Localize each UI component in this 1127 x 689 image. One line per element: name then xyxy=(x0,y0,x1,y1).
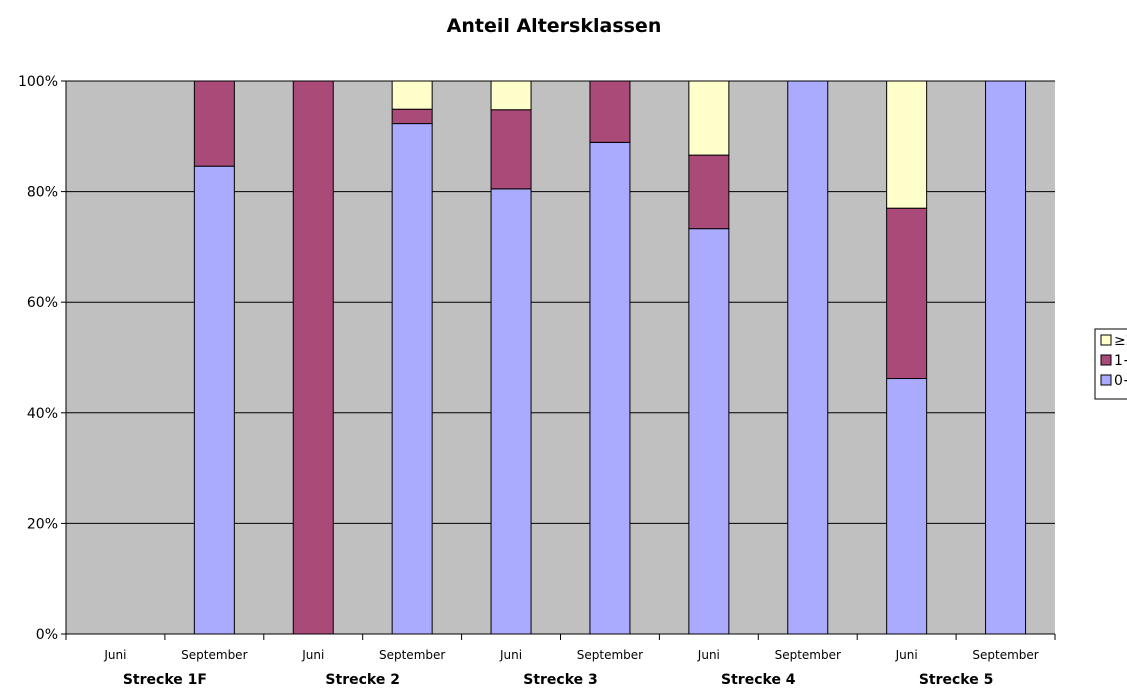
bar-segment-≥2+ xyxy=(490,80,532,111)
y-tick-label: 100% xyxy=(18,74,58,90)
x-tick-label: September xyxy=(577,648,643,662)
y-tick-label: 0% xyxy=(36,627,58,643)
y-tick-label: 80% xyxy=(27,185,58,201)
x-tick-label: September xyxy=(181,648,247,662)
bar-segment-1+ xyxy=(886,207,928,380)
x-tick-label: September xyxy=(379,648,445,662)
bar-segment-1+ xyxy=(292,80,334,635)
y-tick-label: 40% xyxy=(27,406,58,422)
bar-segment-≥2+ xyxy=(391,80,433,110)
group-label: Strecke 4 xyxy=(721,672,796,688)
group-label: Strecke 1F xyxy=(123,672,207,688)
bar-segment-0+ xyxy=(688,228,730,635)
y-tick-label: 20% xyxy=(27,516,58,532)
bar-segment-0+ xyxy=(886,378,928,635)
legend-label: 0+ xyxy=(1114,373,1127,389)
bar-segment-0+ xyxy=(193,165,235,635)
legend-swatch xyxy=(1100,354,1112,366)
bar-segment-1+ xyxy=(391,108,433,125)
bar-segment-0+ xyxy=(985,80,1027,635)
x-tick-label: Juni xyxy=(301,648,324,662)
group-label: Strecke 2 xyxy=(325,672,400,688)
x-tick-label: Juni xyxy=(697,648,720,662)
x-tick-label: Juni xyxy=(103,648,126,662)
x-tick-label: Juni xyxy=(499,648,522,662)
bar-segment-1+ xyxy=(688,154,730,230)
bar-segment-1+ xyxy=(589,80,631,143)
x-tick-label: Juni xyxy=(895,648,918,662)
legend-swatch xyxy=(1100,334,1112,346)
legend-swatch xyxy=(1100,374,1112,386)
bar-segment-1+ xyxy=(193,80,235,167)
group-label: Strecke 5 xyxy=(919,672,994,688)
legend-label: 1+ xyxy=(1114,353,1127,369)
bar-segment-0+ xyxy=(490,188,532,635)
group-label: Strecke 3 xyxy=(523,672,598,688)
bar-segment-0+ xyxy=(787,80,829,635)
chart-title: Anteil Altersklassen xyxy=(447,15,662,37)
bar-segment-≥2+ xyxy=(886,80,928,209)
bar-segment-1+ xyxy=(490,109,532,190)
legend-label: ≥2+ xyxy=(1114,333,1127,349)
bar-segment-0+ xyxy=(391,123,433,635)
x-tick-label: September xyxy=(972,648,1038,662)
x-tick-label: September xyxy=(775,648,841,662)
plot-area: 0% 20% 40% 60% 80% 100% Juni September Juni Septe… xyxy=(18,74,1056,688)
bar-segment-≥2+ xyxy=(688,80,730,156)
bar-segment-0+ xyxy=(589,141,631,635)
legend: ≥2+ 1+ 0+ xyxy=(1094,328,1127,400)
y-tick-label: 60% xyxy=(27,295,58,311)
